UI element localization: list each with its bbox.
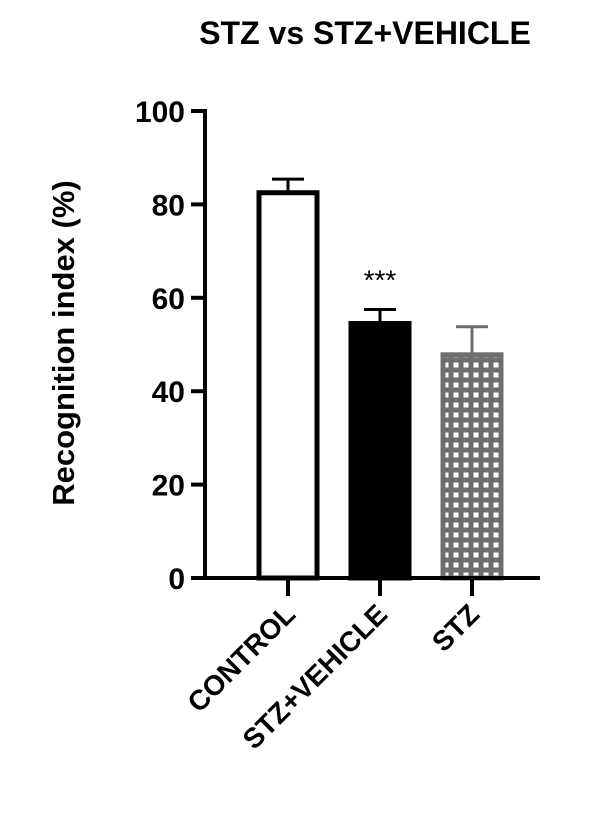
y-tick-label: 40 [152,376,185,409]
bar [348,320,412,581]
y-tick-label: 80 [152,189,185,222]
y-tick-label: 20 [152,470,185,503]
y-tick-label: 60 [152,283,185,316]
chart-title: STZ vs STZ+VEHICLE [199,15,531,51]
y-tick-label: 0 [168,563,185,596]
bars: *** [256,177,504,581]
bar [440,352,504,581]
bar [256,190,320,581]
y-axis: 0 20 40 60 80 100 [135,96,207,596]
significance-label: *** [364,264,397,295]
y-tick-label: 100 [135,96,185,129]
y-axis-label: Recognition index (%) [46,180,81,506]
x-tick-label: STZ [426,598,485,657]
